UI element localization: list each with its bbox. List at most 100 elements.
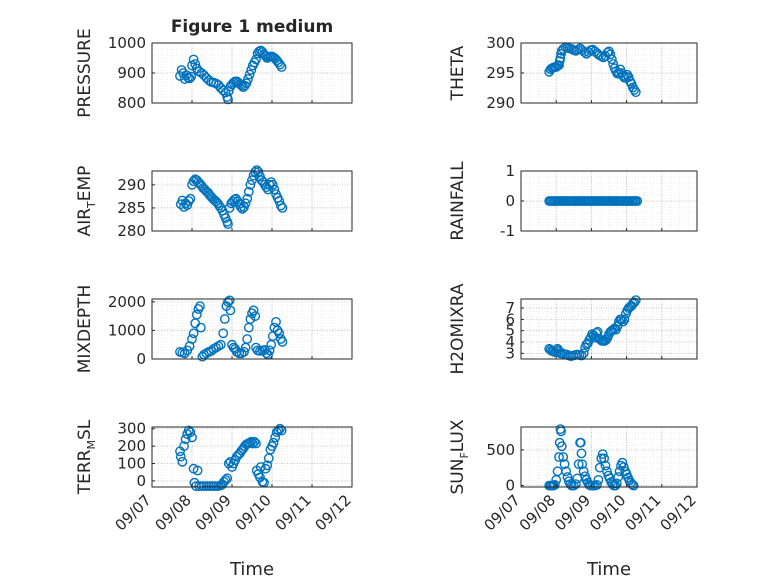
y-tick-label: 5: [505, 322, 515, 340]
data-point: [175, 451, 186, 462]
data-point: [596, 453, 607, 464]
data-point: [211, 342, 221, 353]
data-point: [261, 348, 272, 359]
data-point: [597, 449, 608, 459]
data-point: [223, 219, 233, 230]
data-point: [554, 452, 564, 462]
y-tick-label: 3: [505, 344, 515, 362]
data-point: [247, 438, 258, 449]
data-point: [601, 334, 612, 345]
data-point: [219, 314, 230, 324]
y-tick-label: 100: [117, 455, 146, 473]
data-point: [243, 74, 253, 84]
x-axis-label: Time: [586, 559, 631, 580]
y-tick-label: 4: [505, 333, 515, 351]
data-point: [599, 453, 609, 464]
data-point: [625, 76, 635, 87]
data-point: [186, 71, 197, 82]
axes-box: [151, 170, 353, 232]
data-point: [575, 437, 586, 448]
data-point: [617, 457, 628, 468]
y-tick-label: 300: [486, 34, 515, 52]
axes-box: [520, 426, 698, 488]
data-point: [201, 348, 212, 359]
subplot-rainfall: -1 0 1 RAINFALL: [448, 161, 698, 241]
y-axis-label: SUNFLUX: [448, 419, 471, 494]
data-point: [609, 323, 620, 334]
data-point: [276, 425, 287, 436]
data-point: [591, 328, 602, 338]
axes-box: [151, 298, 353, 360]
data-point: [223, 296, 233, 307]
data-point: [245, 179, 256, 190]
figure-title: Figure 1 medium: [171, 17, 333, 37]
data-point: [251, 438, 261, 449]
data-point: [195, 301, 205, 311]
data-point: [181, 70, 192, 81]
subplot-pressure: 800 900 1000 PRESSURE Figure 1 medium: [75, 17, 353, 118]
data-point: [185, 427, 196, 438]
y-tick-label: 0: [505, 192, 515, 210]
data-point: [264, 345, 275, 356]
data-point: [190, 59, 201, 69]
data-point: [576, 448, 587, 459]
data-point: [253, 166, 264, 177]
y-tick-label: 0: [136, 350, 146, 368]
data-point: [277, 336, 288, 347]
data-point: [573, 44, 583, 55]
x-tick-label: 09/11: [272, 491, 315, 534]
axes-box: [520, 298, 698, 360]
data-point: [214, 200, 225, 211]
data-point: [619, 314, 630, 325]
y-tick-label: 200: [117, 437, 146, 455]
data-point: [557, 348, 568, 359]
subplot-theta: 290 295 300 THETA: [448, 34, 698, 112]
data-point: [236, 80, 247, 91]
subplot-mixdepth: 0 1000 2000 MIXDEPTH: [75, 285, 353, 374]
data-point: [240, 198, 251, 209]
data-point: [199, 184, 210, 195]
data-point: [183, 196, 194, 206]
data-point: [614, 316, 624, 327]
data-point: [275, 59, 285, 70]
y-tick-label: 290: [117, 176, 146, 194]
y-tick-label: 900: [117, 64, 146, 82]
y-tick-label: -1: [500, 222, 515, 240]
data-point: [180, 434, 191, 445]
data-point: [267, 179, 278, 190]
x-tick-label: 09/08: [516, 491, 559, 534]
subplot-airtemp: 280 285 290 AIRTEMP: [75, 165, 353, 240]
data-point: [248, 305, 259, 316]
y-tick-label: 0: [505, 477, 515, 495]
data-point: [184, 73, 195, 84]
x-tick-label: 09/09: [192, 491, 235, 534]
data-point: [554, 60, 564, 71]
data-point: [239, 346, 249, 357]
data-point: [605, 49, 616, 60]
data-point: [262, 460, 273, 471]
x-tick-label: 09/12: [657, 491, 700, 534]
data-point: [269, 322, 280, 333]
data-point: [592, 479, 602, 490]
y-tick-label: 2000: [108, 293, 146, 311]
data-point: [191, 309, 202, 320]
y-tick-label: 1000: [108, 34, 146, 52]
y-axis-label: RAINFALL: [448, 161, 468, 241]
y-tick-label: 6: [505, 310, 515, 328]
axes-box: [151, 426, 353, 488]
x-tick-label: 09/09: [551, 491, 594, 534]
data-point: [242, 193, 253, 204]
data-point: [277, 202, 288, 213]
y-tick-label: 500: [486, 441, 515, 459]
data-point: [213, 80, 224, 90]
data-point: [622, 69, 633, 80]
data-point: [241, 78, 252, 89]
y-axis-label: TERRMSL: [75, 419, 98, 495]
y-axis-label: MIXDEPTH: [75, 285, 95, 374]
data-point: [215, 339, 226, 350]
data-point: [235, 79, 245, 90]
y-tick-label: 7: [505, 299, 515, 317]
data-point: [185, 193, 196, 204]
